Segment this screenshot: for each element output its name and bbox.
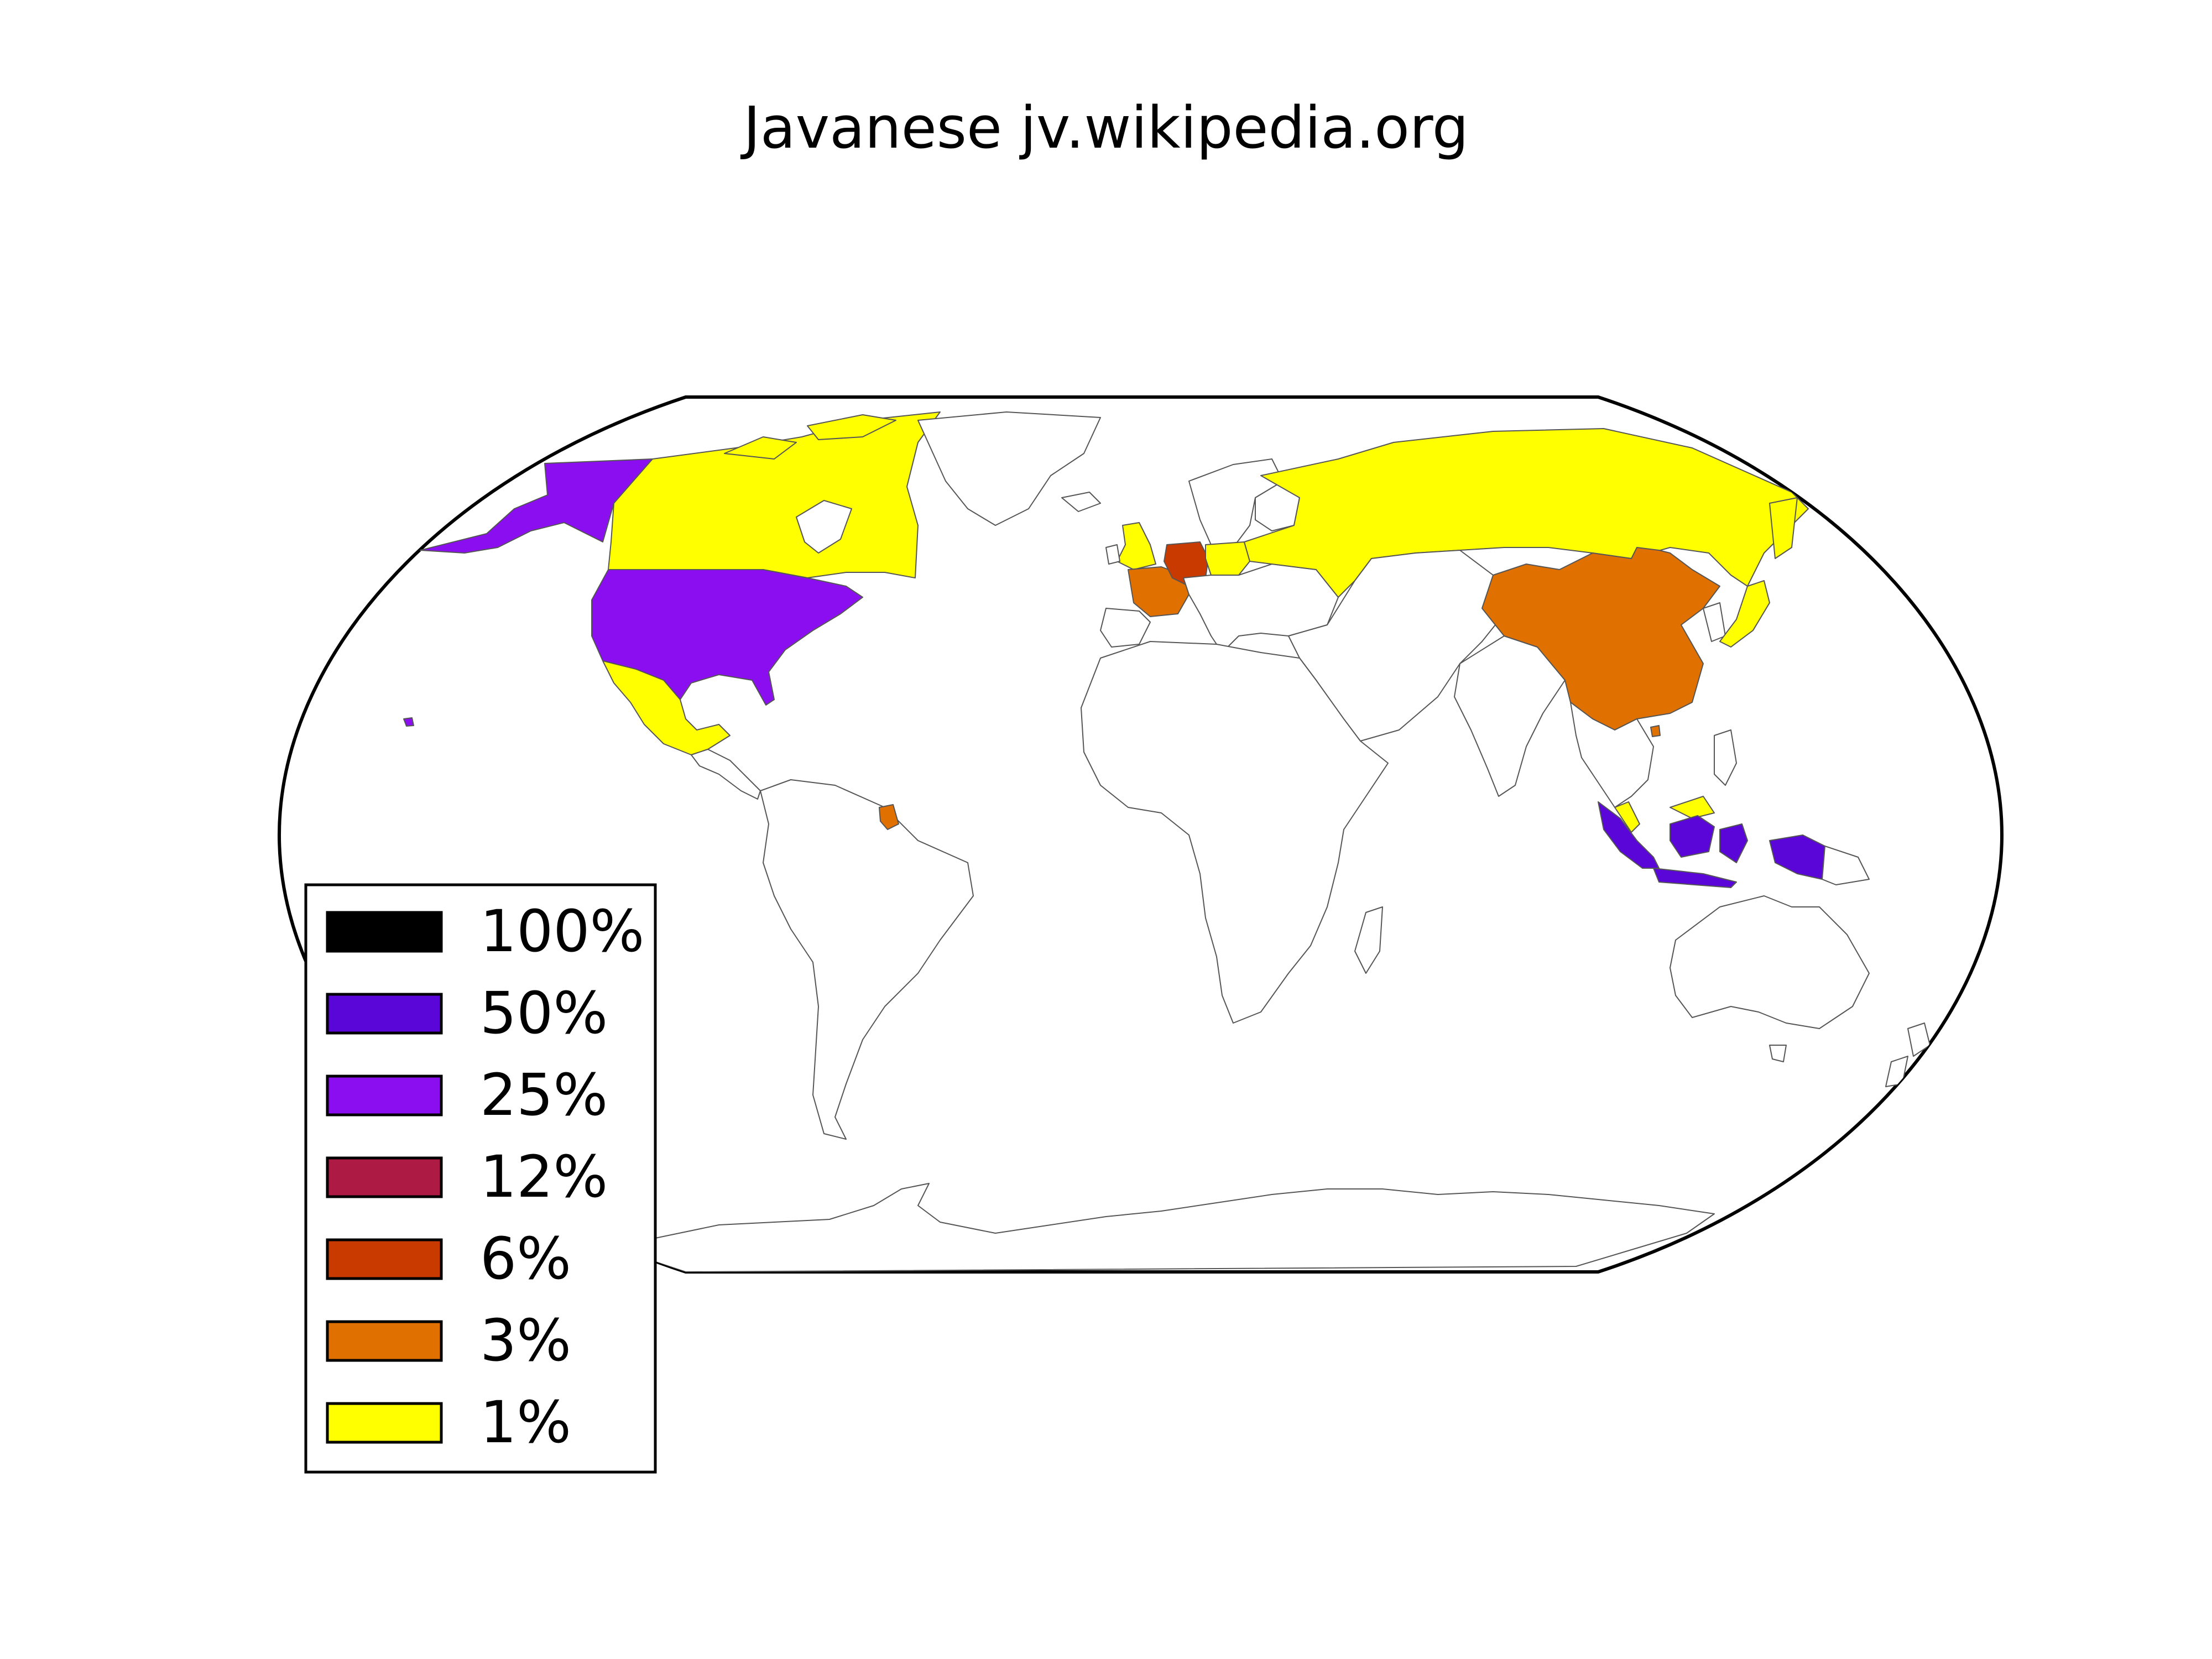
legend-swatch [326,1156,443,1198]
region-southeast-asia [1570,702,1654,808]
region-greenland [917,411,1101,526]
legend-label: 25% [480,1061,608,1129]
legend-swatch [326,1074,443,1117]
region-iceland [1061,492,1101,512]
region-japan [1719,580,1770,648]
legend-swatch [326,911,443,953]
region-philippines [1714,729,1737,786]
region-kamchatka [1769,497,1798,559]
legend: 100% 50% 25% 12% 6% 3% 1% [304,883,657,1474]
map-title: Javanese jv.wikipedia.org [743,94,1469,161]
region-hainan [1650,725,1661,737]
region-iberia [1100,608,1151,648]
region-united-kingdom [1117,522,1156,570]
region-australia [1670,895,1870,1029]
region-central-america [691,749,761,800]
region-hawaii [403,717,414,727]
region-madagascar [1354,906,1383,974]
region-poland [1205,541,1250,576]
legend-swatch [326,993,443,1035]
legend-label: 12% [480,1143,608,1211]
region-mexico [602,660,731,755]
region-canada-islands [724,414,896,460]
legend-swatch [326,1402,443,1444]
region-ireland [1105,544,1120,565]
legend-label: 1% [480,1389,571,1456]
region-antarctica [652,1183,1715,1272]
legend-label: 100% [480,898,644,965]
region-south-america [760,779,974,1140]
legend-label: 50% [480,979,608,1047]
region-png [1822,846,1870,885]
region-china [1481,547,1720,731]
hudson-bay [796,500,852,554]
legend-swatch [326,1320,443,1362]
region-suriname [879,804,899,830]
legend-swatch [326,1238,443,1280]
region-africa [1081,641,1389,1024]
region-indonesia [1598,801,1825,888]
region-tasmania [1769,1045,1787,1062]
region-malaysia [1614,796,1715,833]
legend-label: 3% [480,1307,571,1374]
legend-label: 6% [480,1225,571,1292]
region-scandinavia [1188,458,1284,548]
